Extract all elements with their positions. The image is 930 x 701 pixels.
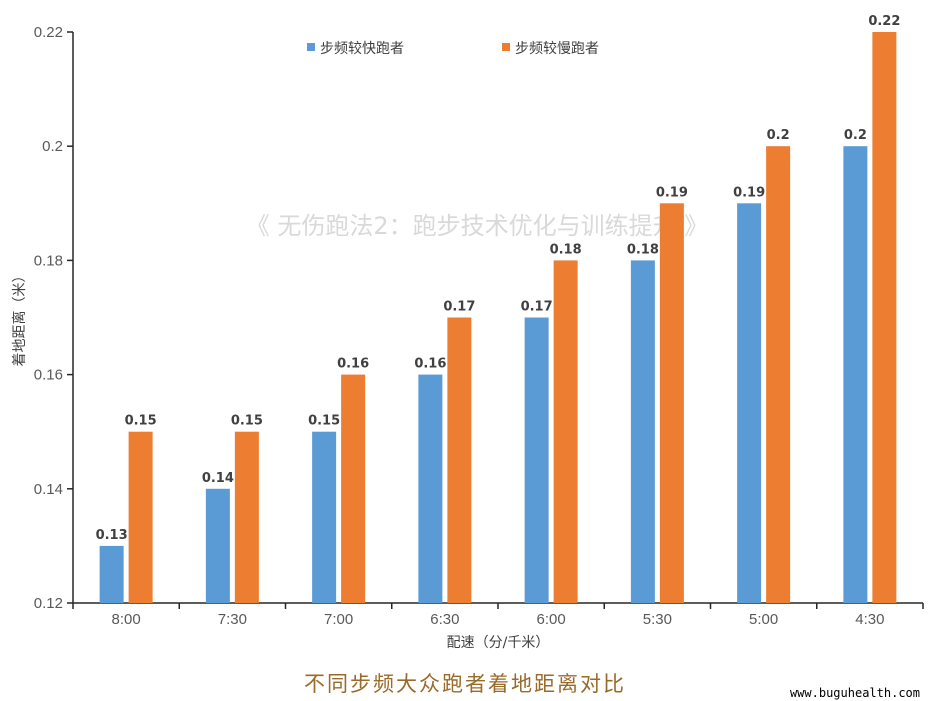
bar bbox=[234, 431, 259, 603]
bar bbox=[128, 431, 153, 603]
data-label: 0.15 bbox=[125, 414, 157, 429]
data-label: 0.14 bbox=[202, 471, 234, 486]
bar bbox=[205, 488, 230, 603]
legend-swatch bbox=[502, 43, 510, 51]
y-tick-label: 0.22 bbox=[34, 24, 63, 41]
bar bbox=[766, 146, 791, 603]
bar bbox=[630, 260, 655, 603]
x-tick-label: 7:00 bbox=[324, 611, 353, 628]
figure-caption: 不同步频大众跑者着地距离对比 bbox=[304, 672, 626, 696]
x-axis-title: 配速（分/千米） bbox=[447, 635, 550, 651]
x-tick-label: 4:30 bbox=[855, 611, 884, 628]
bar bbox=[447, 317, 472, 603]
site-url: www.buguhealth.com bbox=[789, 686, 920, 700]
y-tick-label: 0.2 bbox=[42, 138, 63, 155]
bar bbox=[99, 545, 124, 603]
bar bbox=[872, 32, 897, 603]
bar bbox=[737, 203, 762, 604]
y-tick-label: 0.12 bbox=[34, 595, 63, 612]
legend-swatch bbox=[307, 43, 315, 51]
x-tick-label: 5:30 bbox=[643, 611, 672, 628]
bar bbox=[312, 431, 337, 603]
data-label: 0.17 bbox=[443, 300, 475, 315]
data-label: 0.17 bbox=[521, 300, 553, 315]
data-label: 0.16 bbox=[337, 357, 369, 372]
bar bbox=[553, 260, 578, 603]
data-label: 0.13 bbox=[96, 528, 128, 543]
x-tick-label: 7:30 bbox=[218, 611, 247, 628]
legend-label: 步频较快跑者 bbox=[320, 41, 404, 57]
y-tick-label: 0.16 bbox=[34, 367, 63, 384]
data-label: 0.15 bbox=[308, 414, 340, 429]
data-label: 0.18 bbox=[550, 242, 582, 257]
bar bbox=[659, 203, 684, 604]
data-label: 0.2 bbox=[767, 128, 790, 143]
x-tick-label: 6:00 bbox=[537, 611, 566, 628]
data-label: 0.18 bbox=[627, 242, 659, 257]
bar bbox=[524, 317, 549, 603]
y-axis-title: 着地距离（米） bbox=[11, 269, 28, 367]
y-tick-label: 0.14 bbox=[34, 481, 63, 498]
data-label: 0.15 bbox=[231, 414, 263, 429]
bar bbox=[341, 374, 366, 603]
data-label: 0.19 bbox=[733, 185, 765, 200]
data-label: 0.16 bbox=[414, 357, 446, 372]
bar bbox=[418, 374, 443, 603]
data-label: 0.2 bbox=[844, 128, 867, 143]
data-label: 0.19 bbox=[656, 185, 688, 200]
watermark-text: 《 无伤跑法2：跑步技术优化与训练提升 》 bbox=[246, 212, 709, 240]
bar bbox=[843, 146, 868, 603]
x-tick-label: 6:30 bbox=[430, 611, 459, 628]
x-tick-label: 8:00 bbox=[112, 611, 141, 628]
x-tick-label: 5:00 bbox=[749, 611, 778, 628]
data-label: 0.22 bbox=[868, 14, 900, 29]
legend-label: 步频较慢跑者 bbox=[515, 40, 599, 57]
y-tick-label: 0.18 bbox=[34, 252, 63, 269]
